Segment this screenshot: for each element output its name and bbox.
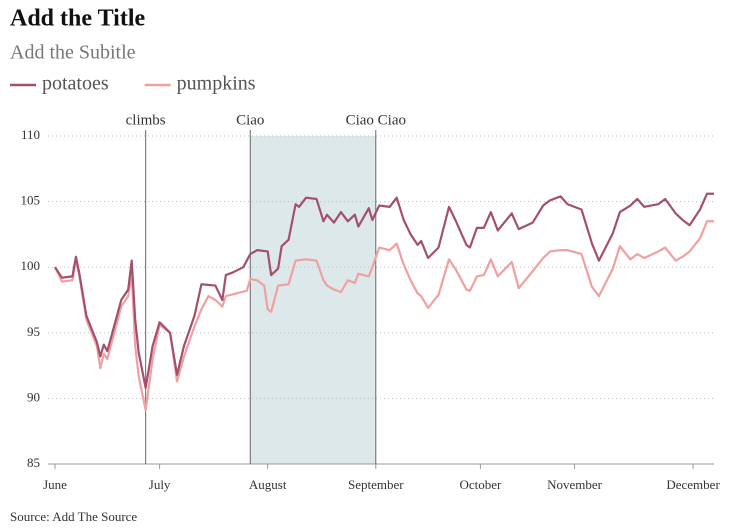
annotation-label: Ciao Ciao	[346, 112, 406, 128]
series-line	[54, 220, 714, 412]
x-tick-label: September	[348, 477, 404, 492]
legend-label: pumpkins	[177, 73, 256, 95]
x-tick-label: December	[666, 477, 720, 492]
legend-label: potatoes	[42, 73, 109, 95]
y-tick-label: 105	[21, 193, 41, 208]
annotation-label: Ciao	[236, 112, 264, 128]
x-tick-label: June	[43, 477, 67, 492]
y-tick-label: 85	[27, 455, 40, 470]
y-tick-label: 110	[21, 127, 40, 142]
source: Source: Add The Source	[10, 509, 137, 524]
highlight-band	[250, 136, 376, 464]
chart-subtitle: Add the Subitle	[10, 42, 136, 64]
y-tick-label: 90	[27, 389, 40, 404]
x-tick-label: August	[249, 477, 287, 492]
series-line	[54, 192, 714, 390]
y-tick-label: 95	[27, 324, 40, 339]
chart-title: Add the Title	[10, 6, 145, 32]
x-tick-label: November	[547, 477, 603, 492]
y-tick-label: 100	[21, 258, 41, 273]
annotation-label: climbs	[126, 112, 166, 128]
x-tick-label: July	[149, 477, 171, 492]
x-tick-label: October	[459, 477, 502, 492]
